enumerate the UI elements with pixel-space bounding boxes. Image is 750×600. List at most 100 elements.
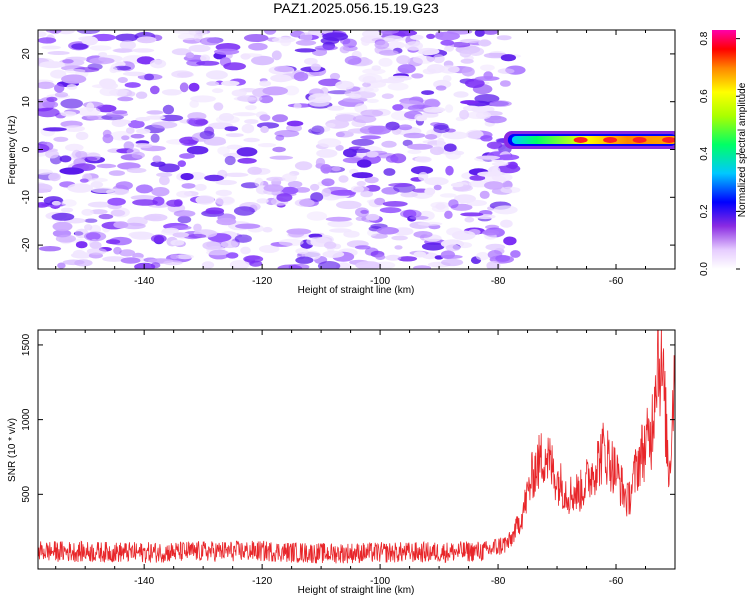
x-tick-label: -80 bbox=[491, 276, 506, 287]
heatmap-speckle bbox=[383, 35, 403, 42]
heatmap-speckle bbox=[163, 260, 183, 266]
heatmap-speckle bbox=[260, 125, 269, 134]
heatmap-speckle bbox=[432, 54, 445, 64]
heatmap-speckle bbox=[61, 199, 77, 207]
heatmap-speckle bbox=[484, 115, 507, 124]
heatmap-speckle bbox=[86, 247, 107, 255]
heatmap-speckle bbox=[59, 167, 84, 175]
heatmap-speckle bbox=[362, 75, 377, 84]
heatmap-speckle bbox=[130, 195, 157, 201]
heatmap-speckle bbox=[42, 127, 67, 132]
heatmap-speckle bbox=[434, 31, 460, 41]
heatmap-speckle bbox=[462, 105, 481, 112]
heatmap-speckle bbox=[414, 156, 432, 163]
heatmap-speckle bbox=[350, 185, 364, 193]
heatmap-layer bbox=[38, 30, 675, 269]
snr-frame bbox=[37, 329, 676, 570]
heatmap-speckle bbox=[151, 121, 178, 129]
heatmap-speckle bbox=[202, 241, 221, 250]
heatmap-speckle bbox=[459, 109, 470, 120]
heatmap-speckle bbox=[87, 201, 113, 208]
heatmap-speckle bbox=[299, 32, 313, 42]
heatmap-speckle bbox=[445, 244, 461, 252]
heatmap-speckle bbox=[128, 231, 153, 238]
heatmap-speckle bbox=[53, 136, 69, 142]
heatmap-speckle bbox=[491, 161, 509, 167]
heatmap-speckle bbox=[38, 81, 55, 89]
heatmap-speckle bbox=[259, 80, 272, 87]
y-tick-label: -10 bbox=[21, 190, 32, 205]
heatmap-speckle bbox=[57, 262, 66, 269]
heatmap-speckle bbox=[374, 40, 390, 50]
heatmap-speckle bbox=[90, 181, 104, 189]
heatmap-speckle bbox=[150, 234, 167, 243]
heatmap-speckle bbox=[474, 30, 485, 37]
heatmap-speckle bbox=[71, 43, 88, 50]
heatmap-speckle bbox=[311, 125, 325, 135]
heatmap-speckle bbox=[335, 80, 355, 90]
heatmap-speckle bbox=[186, 145, 209, 155]
heatmap-speckle bbox=[179, 82, 189, 93]
heatmap-speckle bbox=[150, 85, 160, 95]
heatmap-speckle bbox=[50, 69, 67, 79]
heatmap-speckle bbox=[195, 195, 215, 205]
heatmap-speckle bbox=[295, 39, 317, 46]
heatmap-speckle bbox=[441, 258, 464, 267]
heatmap-speckle bbox=[189, 100, 199, 108]
heatmap-speckle bbox=[360, 190, 374, 198]
heatmap-speckle bbox=[241, 123, 255, 134]
heatmap-speckle bbox=[424, 134, 438, 140]
heatmap-speckle bbox=[278, 238, 304, 247]
heatmap-speckle bbox=[193, 119, 209, 125]
heatmap-speckle bbox=[342, 97, 368, 103]
heatmap-speckle bbox=[84, 218, 98, 223]
heatmap-speckle bbox=[99, 87, 119, 97]
heatmap-speckle bbox=[256, 198, 269, 204]
heatmap-speckle bbox=[359, 125, 384, 135]
heatmap-speckle bbox=[366, 98, 379, 103]
heatmap-speckle bbox=[89, 177, 108, 183]
heatmap-speckle bbox=[51, 200, 62, 206]
heatmap-speckle bbox=[282, 173, 297, 182]
heatmap-speckle bbox=[55, 234, 76, 243]
heatmap-speckle bbox=[196, 60, 220, 66]
heatmap-speckle bbox=[110, 209, 126, 217]
heatmap-speckle bbox=[134, 262, 156, 269]
y-tick-label: 10 bbox=[21, 96, 32, 108]
heatmap-speckle bbox=[388, 182, 413, 188]
heatmap-speckle bbox=[460, 100, 479, 105]
colorbar-tick-label: 0.0 bbox=[699, 262, 710, 276]
heatmap-speckle bbox=[360, 109, 384, 117]
heatmap-speckle bbox=[61, 207, 74, 213]
snr-series-line bbox=[38, 330, 675, 564]
heatmap-speckle bbox=[426, 33, 436, 40]
heatmap-speckle bbox=[344, 55, 362, 65]
heatmap-speckle bbox=[216, 217, 237, 226]
heatmap-speckle bbox=[226, 144, 243, 150]
heatmap-speckle bbox=[486, 141, 503, 149]
heatmap-speckle bbox=[364, 176, 379, 184]
x-tick-label: -100 bbox=[370, 276, 390, 287]
heatmap-speckle bbox=[125, 127, 135, 134]
heatmap-speckle bbox=[188, 233, 207, 239]
heatmap-speckle bbox=[243, 137, 260, 143]
signal-peak bbox=[603, 136, 618, 143]
heatmap-speckle bbox=[275, 134, 285, 141]
heatmap-speckle bbox=[442, 75, 452, 82]
heatmap-speckle bbox=[243, 34, 269, 42]
heatmap-speckle bbox=[173, 210, 196, 218]
heatmap-speckle bbox=[48, 172, 61, 182]
heatmap-speckle bbox=[38, 152, 47, 157]
y-tick-label: -20 bbox=[21, 237, 32, 252]
heatmap-speckle bbox=[89, 209, 108, 215]
heatmap-speckle bbox=[224, 172, 249, 177]
heatmap-speckle bbox=[338, 175, 349, 183]
heatmap-speckle bbox=[407, 149, 422, 155]
heatmap-speckle bbox=[111, 119, 132, 125]
heatmap-speckle bbox=[233, 206, 255, 216]
heatmap-speckle bbox=[248, 42, 268, 51]
heatmap-speckle bbox=[102, 133, 114, 144]
heatmap-speckle bbox=[356, 180, 366, 187]
heatmap-speckle bbox=[486, 260, 501, 269]
heatmap-speckle bbox=[106, 239, 121, 245]
